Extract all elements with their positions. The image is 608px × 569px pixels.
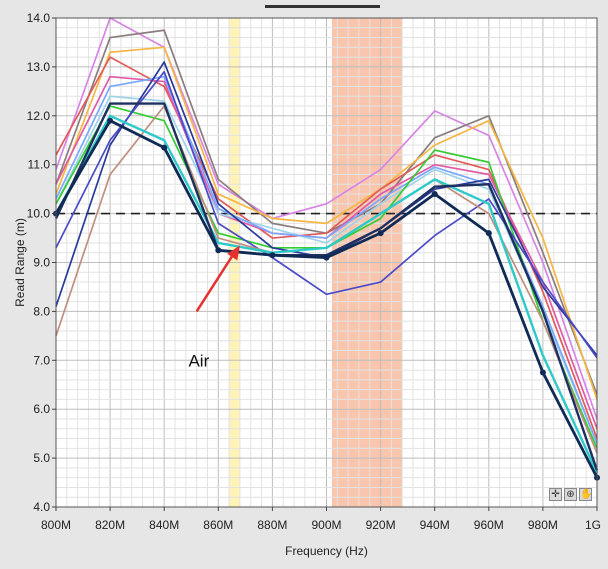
- x-tick-label: 980M: [528, 518, 558, 532]
- x-tick-label: 820M: [95, 518, 125, 532]
- data-point: [539, 369, 546, 376]
- x-tick-label: 880M: [257, 518, 287, 532]
- pan-hand-icon[interactable]: ✋: [579, 488, 593, 501]
- data-point: [161, 144, 168, 151]
- y-tick-label: 14.0: [27, 11, 51, 25]
- y-tick-label: 4.0: [33, 500, 50, 514]
- y-tick-label: 10.0: [27, 207, 51, 221]
- data-point: [431, 191, 438, 198]
- x-tick-label: 920M: [366, 518, 396, 532]
- data-point: [269, 252, 276, 259]
- data-point: [377, 230, 384, 237]
- y-axis-label: Read Range (m): [13, 218, 27, 307]
- grid: [55, 17, 598, 508]
- x-tick-label: 1G: [585, 518, 601, 532]
- graph-toolbar: ✛ ⊕ ✋: [549, 488, 592, 501]
- x-tick-label: 960M: [474, 518, 504, 532]
- crosshair-icon[interactable]: ✛: [549, 488, 562, 501]
- y-tick-label: 7.0: [33, 353, 50, 367]
- x-axis-label: Frequency (Hz): [285, 544, 368, 558]
- y-tick-label: 13.0: [27, 60, 51, 74]
- y-tick-label: 12.0: [27, 109, 51, 123]
- series-line-0: [55, 17, 598, 420]
- data-point: [107, 117, 114, 124]
- series-line-2: [55, 46, 598, 400]
- data-point: [323, 254, 330, 261]
- annotation-arrow: [195, 252, 235, 313]
- x-tick-label: 900M: [311, 518, 341, 532]
- x-tick-label: 940M: [420, 518, 450, 532]
- x-tick-label: 800M: [41, 518, 71, 532]
- x-tick-label: 860M: [203, 518, 233, 532]
- x-tick-label: 840M: [149, 518, 179, 532]
- zoom-icon[interactable]: ⊕: [564, 488, 577, 501]
- y-tick-label: 6.0: [33, 402, 50, 416]
- data-point: [215, 247, 222, 254]
- series-line-5: [55, 95, 598, 444]
- top-indicator: [265, 5, 380, 8]
- annotation-arrowhead: [227, 245, 240, 261]
- y-tick-label: 11.0: [28, 158, 51, 172]
- y-tick-label: 5.0: [33, 451, 50, 465]
- series-line-11: [54, 114, 599, 474]
- y-tick-label: 9.0: [33, 256, 50, 270]
- annotation-label: Air: [188, 351, 209, 370]
- y-tick-label: 8.0: [33, 304, 50, 318]
- data-point: [485, 230, 492, 237]
